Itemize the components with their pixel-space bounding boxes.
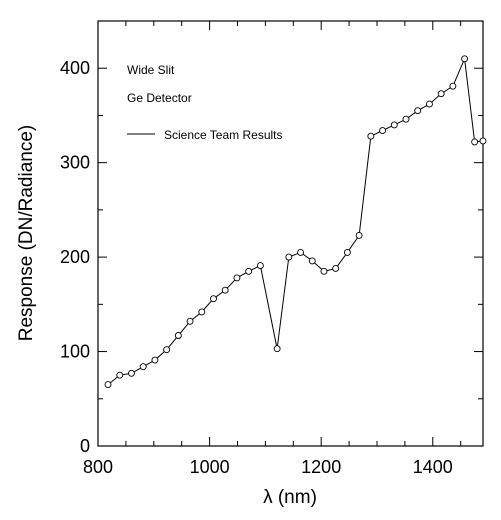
data-point (116, 371, 124, 379)
tick-labels: 800 1000 1200 1400 0 100 200 300 400 (60, 58, 453, 477)
y-tick-label: 0 (80, 436, 90, 456)
data-point (332, 264, 340, 272)
y-tick-label: 400 (60, 58, 90, 78)
data-point (233, 274, 241, 282)
plot-frame (97, 20, 484, 447)
data-point (285, 253, 293, 261)
data-point (104, 381, 112, 389)
data-point (425, 100, 433, 108)
data-point (355, 231, 363, 239)
y-axis-label: Response (DN/Radiance) (16, 125, 37, 342)
data-point (343, 248, 351, 256)
x-axis-label: λ (nm) (263, 487, 317, 508)
data-point (198, 308, 206, 316)
series-layer (104, 55, 487, 389)
data-point (367, 132, 375, 140)
x-tick-label: 1400 (413, 457, 453, 477)
data-point (273, 345, 281, 353)
data-point (414, 107, 422, 115)
data-point (297, 248, 304, 256)
x-tick-label: 1000 (190, 457, 230, 477)
data-point (128, 369, 135, 377)
data-point (151, 356, 159, 364)
data-point (390, 121, 398, 129)
y-tick-label: 300 (60, 153, 90, 173)
data-point (210, 295, 217, 303)
legend-label: Science Team Results (164, 128, 283, 142)
annotation-wide-slit: Wide Slit (127, 63, 175, 77)
data-point (174, 332, 182, 339)
data-point (471, 138, 479, 146)
data-point (245, 267, 253, 275)
data-point (308, 257, 316, 265)
x-tick-label: 1200 (301, 457, 341, 477)
data-point (437, 90, 445, 98)
x-tick-label: 800 (83, 457, 113, 477)
data-point (221, 286, 229, 294)
data-point (139, 363, 147, 371)
data-point (186, 317, 194, 325)
data-point (461, 55, 469, 63)
data-point (320, 267, 328, 275)
data-point (402, 115, 410, 123)
data-point (163, 346, 171, 354)
data-point (379, 127, 387, 135)
annotation-ge-detector: Ge Detector (127, 91, 192, 105)
data-point (479, 137, 487, 145)
y-tick-label: 200 (60, 247, 90, 267)
data-point (256, 262, 264, 270)
data-point (449, 82, 457, 90)
y-tick-label: 100 (60, 342, 90, 362)
series-line (107, 56, 484, 386)
axis-ticks (97, 20, 483, 447)
